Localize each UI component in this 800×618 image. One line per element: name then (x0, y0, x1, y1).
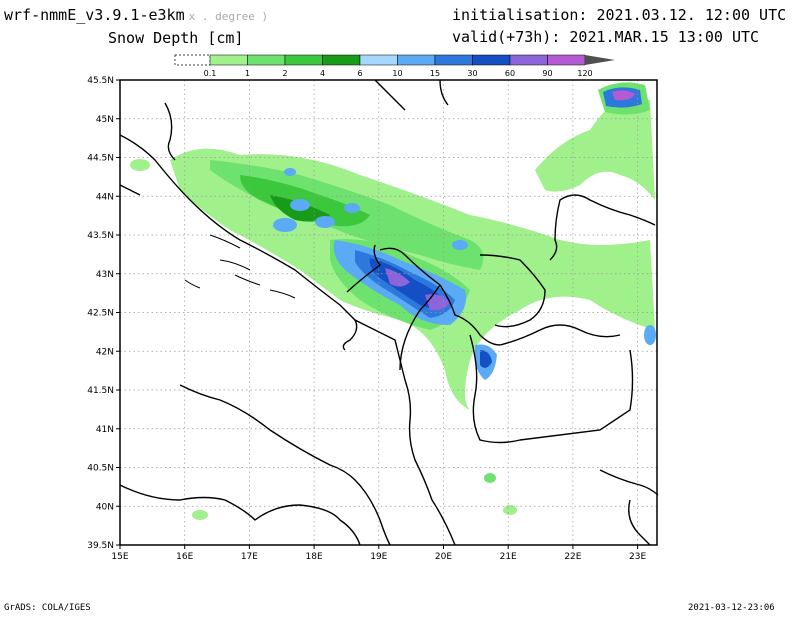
lon-label: 16E (176, 552, 193, 562)
lon-label: 21E (500, 552, 517, 562)
lat-label: 45.5N (87, 76, 114, 86)
lat-label: 45N (96, 115, 114, 125)
axis-labels: 15E 16E 17E 18E 19E 20E 21E 22E 23E 45.5N 45N 44.5N… (87, 76, 646, 562)
legend-label: 6 (357, 69, 362, 78)
lat-label: 42.5N (87, 309, 114, 319)
lat-label: 41N (96, 425, 114, 435)
valid-time: valid(+73h): 2021.MAR.15 13:00 UTC (452, 28, 759, 46)
lon-label: 22E (564, 552, 581, 562)
lat-label: 40.5N (87, 464, 114, 474)
lat-label: 44.5N (87, 154, 114, 164)
field-title: Snow Depth [cm] (108, 29, 244, 47)
axis-ticks (116, 79, 639, 549)
snow-spot (644, 325, 656, 345)
valid-label: valid(+73h): (452, 28, 561, 46)
lon-label: 15E (111, 552, 128, 562)
legend-label: 0.1 (204, 69, 217, 78)
coastlines-borders (119, 79, 659, 546)
lon-label: 20E (435, 552, 452, 562)
snow-spot (192, 510, 208, 520)
legend-label: 90 (542, 69, 552, 78)
lat-label: 42N (96, 347, 114, 357)
model-title: wrf-nmmE_v3.9.1-e3km x . degree ) (4, 6, 268, 24)
snow-spot (273, 218, 297, 232)
snow-spot (130, 159, 150, 171)
lat-label: 40N (96, 502, 114, 512)
legend-label: 4 (320, 69, 325, 78)
init-value: 2021.03.12. 12:00 UTC (596, 6, 787, 24)
footer-credit: GrADS: COLA/IGES (4, 603, 91, 613)
lon-label: 23E (629, 552, 646, 562)
snow-area (535, 95, 655, 200)
lon-label: 17E (241, 552, 258, 562)
lon-label: 18E (306, 552, 323, 562)
snow-spot (484, 473, 496, 483)
lat-label: 39.5N (87, 541, 114, 551)
valid-value: 2021.MAR.15 13:00 UTC (569, 28, 760, 46)
legend-label: 15 (430, 69, 440, 78)
lat-label: 43.5N (87, 231, 114, 241)
init-label: initialisation: (452, 6, 588, 24)
snow-spot (315, 216, 335, 228)
lon-label: 19E (370, 552, 387, 562)
lat-label: 41.5N (87, 386, 114, 396)
legend-label: 120 (577, 69, 592, 78)
graticule (120, 80, 657, 545)
snow-area (612, 90, 635, 101)
snow-area (385, 268, 410, 287)
color-legend: 0.1 1 2 4 6 10 15 30 60 90 120 (174, 54, 615, 78)
snow-spot (284, 168, 296, 176)
lat-label: 44N (96, 192, 114, 202)
snow-spot (344, 203, 360, 213)
init-time: initialisation: 2021.03.12. 12:00 UTC (452, 6, 786, 24)
legend-label: 10 (392, 69, 402, 78)
snow-spot (452, 240, 468, 250)
footer-timestamp: 2021-03-12-23:06 (688, 603, 775, 613)
snow-spot (503, 505, 517, 515)
snow-area (480, 350, 492, 368)
legend-label: 30 (467, 69, 477, 78)
legend-swatch (585, 55, 615, 65)
snow-depth-fields (130, 82, 656, 520)
model-subtitle: x . degree ) (188, 10, 269, 23)
islands (184, 234, 296, 299)
model-name: wrf-nmmE_v3.9.1-e3km (4, 6, 185, 24)
legend-label: 1 (245, 69, 250, 78)
lat-label: 43N (96, 270, 114, 280)
legend-label: 60 (505, 69, 515, 78)
legend-label: 2 (282, 69, 287, 78)
snow-spot (290, 199, 310, 211)
